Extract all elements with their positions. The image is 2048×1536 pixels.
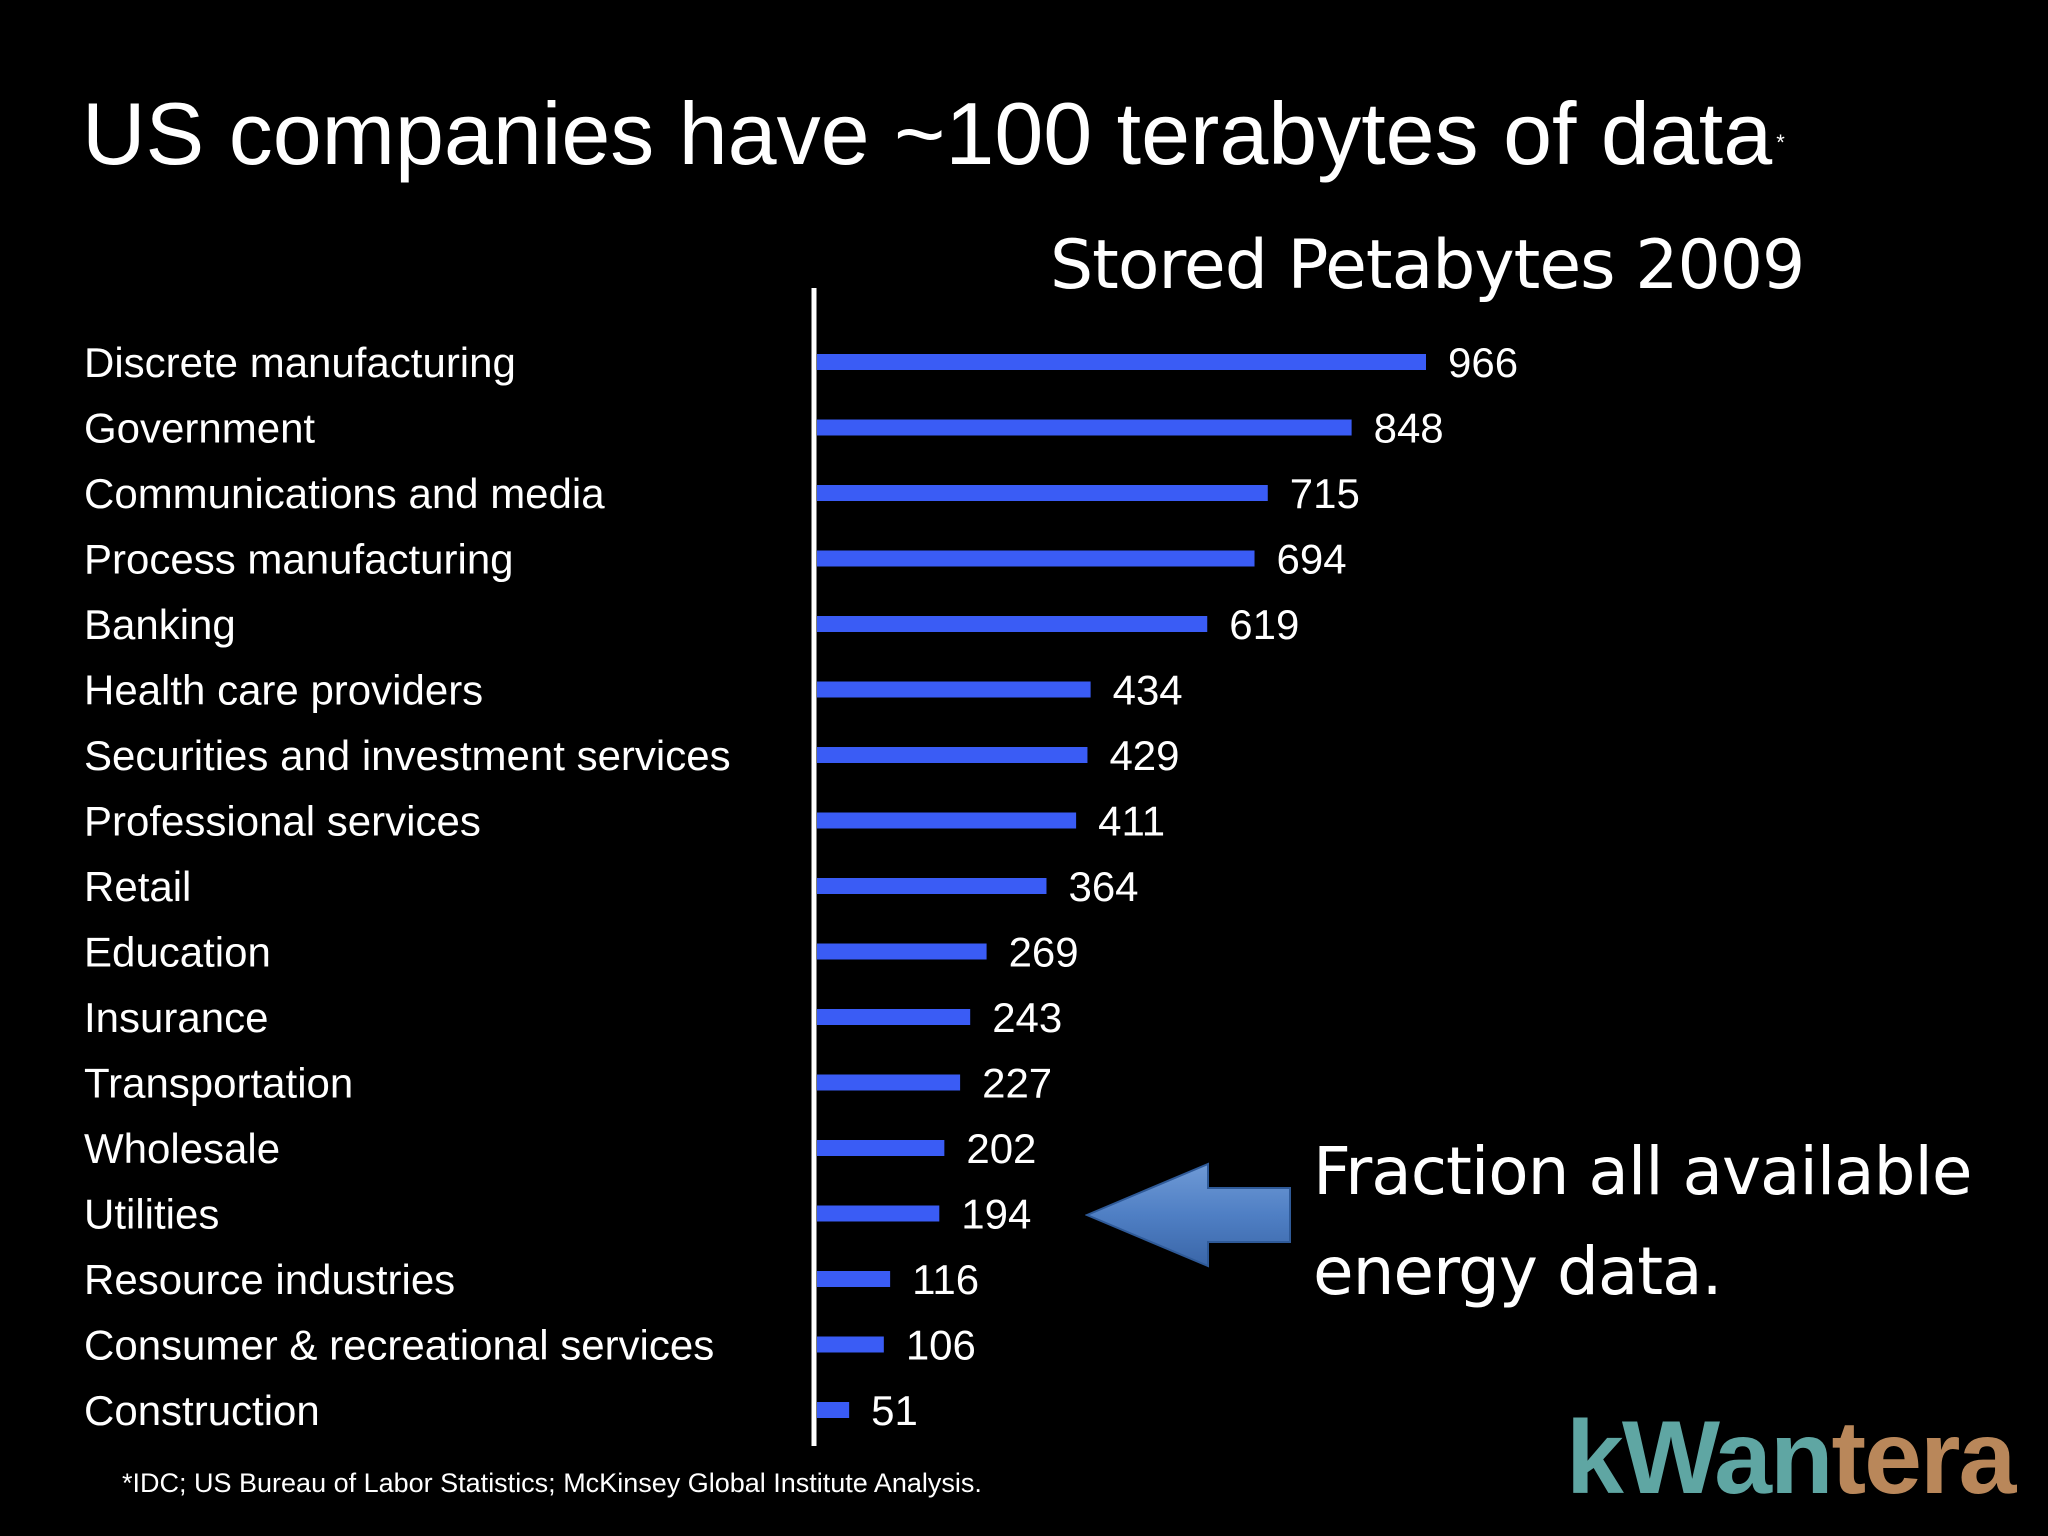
- category-label: Banking: [84, 601, 236, 648]
- category-label: Professional services: [84, 798, 481, 845]
- data-label: 116: [912, 1256, 979, 1303]
- brand-logo: kWantera: [1566, 1398, 2017, 1518]
- bar: [817, 1271, 891, 1287]
- bar: [817, 1205, 940, 1222]
- callout-line-1: Fraction all available: [1313, 1133, 1972, 1210]
- category-label: Communications and media: [84, 470, 605, 517]
- data-label: 848: [1374, 405, 1444, 452]
- data-label: 227: [982, 1060, 1052, 1107]
- category-label: Retail: [84, 863, 191, 910]
- bar: [817, 1140, 945, 1156]
- slide-title: US companies have ~100 terabytes of data…: [82, 82, 1785, 195]
- logo-part-1: kWan: [1566, 1400, 1834, 1516]
- data-label: 429: [1109, 732, 1179, 779]
- data-label: 194: [961, 1191, 1031, 1238]
- data-label: 715: [1290, 470, 1360, 517]
- category-label: Consumer & recreational services: [84, 1322, 714, 1369]
- data-label: 364: [1068, 863, 1138, 910]
- bar: [817, 550, 1255, 567]
- category-label: Process manufacturing: [84, 536, 514, 583]
- left-arrow-icon: [1085, 1162, 1291, 1268]
- chart-title: Stored Petabytes 2009: [1050, 226, 1805, 305]
- bar: [817, 354, 1426, 370]
- data-label: 411: [1098, 798, 1165, 845]
- bar: [817, 943, 987, 960]
- bar: [817, 1074, 961, 1091]
- bar: [817, 1402, 850, 1418]
- bar: [817, 812, 1077, 829]
- data-label: 619: [1229, 601, 1299, 648]
- bar: [817, 485, 1268, 501]
- bar: [817, 681, 1091, 698]
- title-footnote-marker: *: [1776, 130, 1785, 155]
- category-label: Health care providers: [84, 667, 483, 714]
- category-label: Construction: [84, 1387, 320, 1434]
- logo-part-2: tera: [1831, 1400, 2017, 1516]
- data-label: 269: [1009, 929, 1079, 976]
- data-label: 51: [871, 1387, 918, 1434]
- source-footnote: *IDC; US Bureau of Labor Statistics; McK…: [122, 1468, 982, 1498]
- callout-text: Fraction all available energy data.: [1313, 1122, 1972, 1322]
- bar: [817, 616, 1208, 632]
- category-label: Discrete manufacturing: [84, 339, 516, 386]
- category-label: Government: [84, 405, 315, 452]
- data-label: 966: [1448, 339, 1518, 386]
- data-label: 243: [992, 994, 1062, 1041]
- data-label: 202: [966, 1125, 1036, 1172]
- category-label: Insurance: [84, 994, 268, 1041]
- bar: [817, 878, 1047, 894]
- category-label: Transportation: [84, 1060, 353, 1107]
- category-label: Utilities: [84, 1191, 219, 1238]
- bar: [817, 747, 1088, 763]
- category-label: Wholesale: [84, 1125, 280, 1172]
- callout-line-2: energy data.: [1313, 1233, 1723, 1310]
- category-label: Resource industries: [84, 1256, 455, 1303]
- data-label: 694: [1277, 536, 1347, 583]
- data-label: 434: [1113, 667, 1183, 714]
- category-label: Education: [84, 929, 271, 976]
- data-label: 106: [906, 1322, 976, 1369]
- slide-title-text: US companies have ~100 terabytes of data: [82, 84, 1773, 183]
- bar: [817, 419, 1352, 436]
- bar: [817, 1009, 971, 1025]
- bar: [817, 1336, 884, 1353]
- category-label: Securities and investment services: [84, 732, 731, 779]
